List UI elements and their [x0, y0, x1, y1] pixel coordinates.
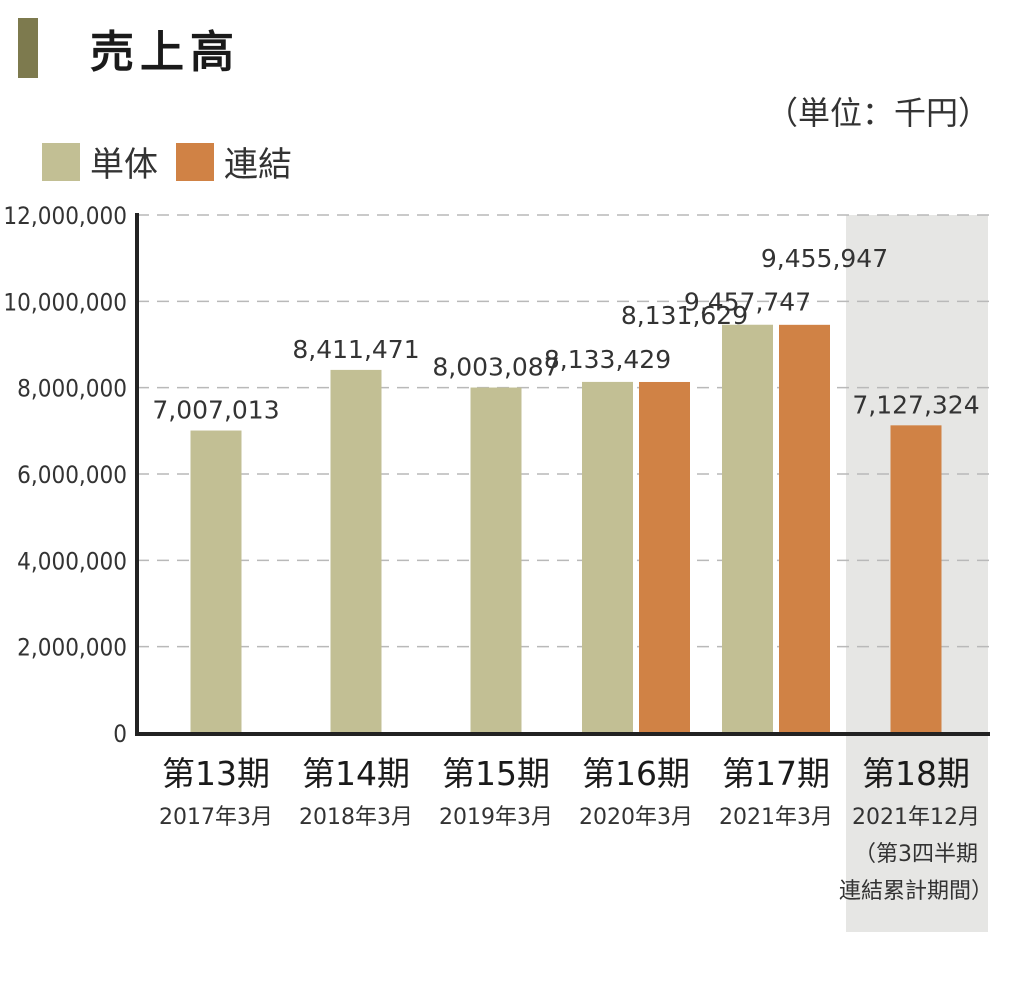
- x-category-sublabel: 2021年12月: [852, 805, 980, 830]
- legend-item-standalone: 単体: [42, 137, 158, 186]
- x-category-label: 第15期: [442, 754, 550, 793]
- bar-standalone: [722, 324, 773, 733]
- bar-standalone: [582, 381, 633, 733]
- data-label-standalone: 9,457,747: [684, 288, 811, 317]
- legend-label-consolidated: 連結: [224, 145, 292, 185]
- bar-consolidated: [639, 381, 690, 733]
- data-label-standalone: 8,133,429: [544, 345, 671, 374]
- x-category-sublabel: 連結累計期間）: [839, 879, 993, 904]
- bar-consolidated: [890, 425, 942, 733]
- chart-title-block: 売上高: [18, 18, 240, 78]
- legend-item-consolidated: 連結: [176, 137, 292, 186]
- y-tick-label: 12,000,000: [3, 202, 127, 230]
- legend-label-standalone: 単体: [90, 145, 158, 185]
- legend-swatch-standalone: [42, 142, 80, 181]
- y-tick-label: 4,000,000: [17, 547, 127, 575]
- title-accent-bar: [18, 18, 38, 78]
- x-category-label: 第16期: [582, 754, 690, 793]
- x-category-label: 第17期: [722, 754, 830, 793]
- x-category-sublabel: （第3四半期: [854, 842, 978, 867]
- data-label-consolidated: 9,455,947: [761, 244, 888, 273]
- y-tick-label: 0: [113, 720, 127, 748]
- data-label-standalone: 8,411,471: [292, 335, 419, 364]
- x-category-sublabel: 2019年3月: [439, 805, 553, 830]
- y-tick-label: 6,000,000: [17, 461, 127, 489]
- x-category-sublabel: 2017年3月: [159, 805, 273, 830]
- x-category-label: 第18期: [862, 754, 970, 793]
- bar-standalone: [190, 430, 242, 733]
- x-category-sublabel: 2020年3月: [579, 805, 693, 830]
- x-category-sublabel: 2018年3月: [299, 805, 413, 830]
- data-label-standalone: 8,003,087: [432, 353, 559, 382]
- legend-swatch-consolidated: [176, 142, 214, 181]
- bar-standalone: [470, 387, 522, 733]
- unit-note: （単位：千円）: [765, 94, 990, 132]
- x-category-label: 第14期: [302, 754, 410, 793]
- legend: 単体 連結: [42, 137, 310, 186]
- x-category-sublabel: 2021年3月: [719, 805, 833, 830]
- bar-consolidated: [779, 324, 830, 733]
- y-tick-label: 8,000,000: [17, 375, 127, 403]
- data-label-consolidated: 7,127,324: [852, 390, 979, 419]
- y-tick-label: 2,000,000: [17, 634, 127, 662]
- y-tick-label: 10,000,000: [3, 288, 127, 316]
- bar-standalone: [330, 369, 382, 733]
- chart-title: 売上高: [90, 27, 240, 78]
- x-category-label: 第13期: [162, 754, 270, 793]
- data-label-standalone: 7,007,013: [152, 396, 279, 425]
